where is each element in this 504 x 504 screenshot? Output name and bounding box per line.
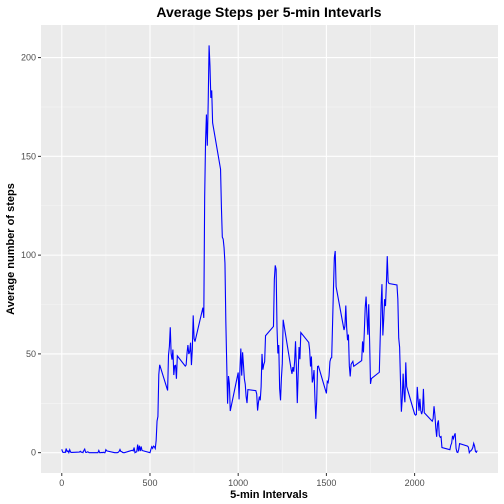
x-tick-label: 1000 [228, 478, 248, 488]
y-tick-label: 200 [21, 53, 36, 63]
y-tick-label: 0 [31, 448, 36, 458]
chart-title: Average Steps per 5-min Intevarls [156, 4, 381, 20]
line [61, 45, 478, 455]
x-tick-label: 2000 [405, 478, 425, 488]
y-tick-label: 50 [26, 349, 36, 359]
y-tick-label: 150 [21, 151, 36, 161]
x-tick-label: 0 [59, 478, 64, 488]
x-tick-label: 1500 [316, 478, 336, 488]
x-tick-label: 500 [142, 478, 157, 488]
y-tick-label: 100 [21, 250, 36, 260]
panel [41, 25, 498, 473]
y-axis-label: Average number of steps [5, 183, 17, 315]
x-axis-label: 5-min Intervals [230, 489, 308, 501]
